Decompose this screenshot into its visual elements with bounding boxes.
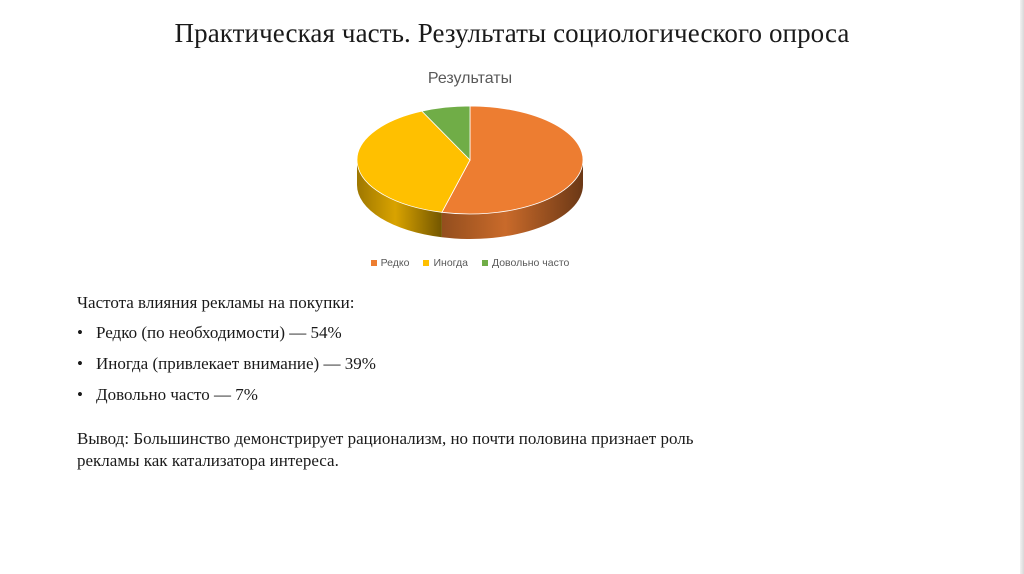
pie-chart: Результаты Редко Иногда Довольно часто xyxy=(340,60,610,280)
bullet-dot: • xyxy=(77,385,83,404)
legend-item-often: Довольно часто xyxy=(481,257,570,269)
bullet-dot: • xyxy=(77,323,83,342)
pie-slice-rarely xyxy=(441,105,584,215)
pie-chart-svg xyxy=(356,105,584,239)
chart-title: Результаты xyxy=(427,70,513,87)
pie-side-sometimes xyxy=(357,160,442,238)
chart-legend: Редко Иногда Довольно часто xyxy=(340,257,600,269)
pie-side-rarely xyxy=(441,160,583,239)
pie-slice-often xyxy=(421,105,471,161)
list-item: • Довольно часто — 7% xyxy=(77,384,697,406)
legend-item-rarely: Редко xyxy=(370,257,410,269)
legend-label-often: Довольно часто xyxy=(491,257,570,269)
list-item-text: Редко (по необходимости) — 54% xyxy=(96,323,342,342)
slide-edge-shadow xyxy=(1020,0,1024,574)
pie-slice-sometimes xyxy=(356,110,471,213)
content-heading: Частота влияния рекламы на покупки: xyxy=(77,293,355,312)
conclusion: Вывод: Большинство демонстрирует рациона… xyxy=(77,428,697,472)
legend-item-sometimes: Иногда xyxy=(423,257,468,269)
list-item-text: Довольно часто — 7% xyxy=(96,385,258,404)
legend-swatch-sometimes xyxy=(423,260,430,266)
conclusion-text: Большинство демонстрирует рационализм, н… xyxy=(77,429,694,470)
slide-title: Практическая часть. Результаты социологи… xyxy=(174,18,850,48)
legend-swatch-often xyxy=(481,260,488,266)
list-item-text: Иногда (привлекает внимание) — 39% xyxy=(96,354,376,373)
bullet-dot: • xyxy=(77,354,83,373)
list-item: • Редко (по необходимости) — 54% xyxy=(77,322,697,344)
list-item: • Иногда (привлекает внимание) — 39% xyxy=(77,353,697,375)
results-list: • Редко (по необходимости) — 54% • Иногда … xyxy=(77,322,697,406)
legend-label-sometimes: Иногда xyxy=(433,257,468,269)
legend-label-rarely: Редко xyxy=(380,257,410,269)
conclusion-label: Вывод: xyxy=(77,429,130,448)
legend-swatch-rarely xyxy=(370,260,377,266)
text-content: Частота влияния рекламы на покупки: • Ред… xyxy=(77,292,697,472)
